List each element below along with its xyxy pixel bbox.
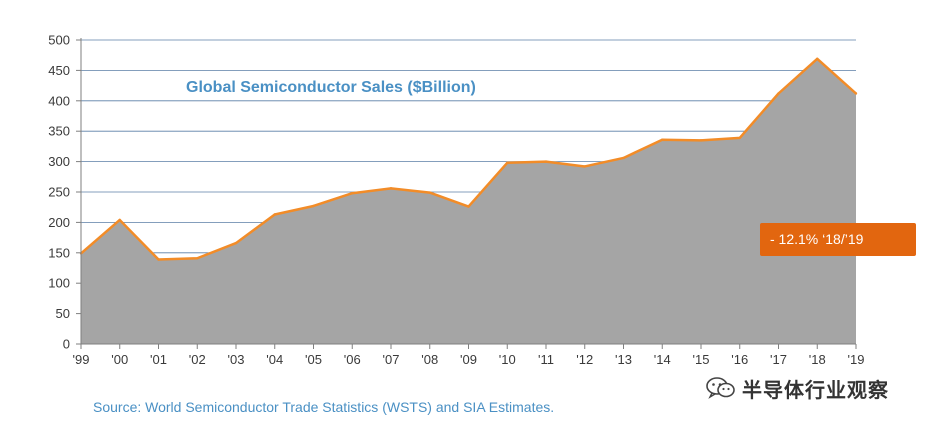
x-tick-label: '17	[770, 352, 787, 367]
x-tick-label: '18	[809, 352, 826, 367]
x-tick-label: '03	[228, 352, 245, 367]
y-tick-label: 500	[48, 33, 70, 48]
data-point	[738, 136, 741, 140]
data-point	[157, 258, 160, 261]
y-tick-label: 250	[48, 185, 70, 200]
x-tick-label: '11	[538, 352, 554, 367]
data-point	[273, 213, 276, 216]
data-point	[699, 139, 703, 142]
x-tick-label: '13	[615, 352, 632, 367]
data-point	[622, 156, 625, 160]
data-point	[351, 192, 354, 195]
x-tick-label: '04	[266, 352, 283, 367]
data-point	[661, 138, 664, 141]
y-tick-label: 350	[48, 124, 70, 139]
x-tick-label: '14	[654, 352, 671, 367]
change-annotation: - 12.1% ‘18/’19	[760, 223, 916, 256]
y-tick-label: 400	[48, 93, 70, 108]
y-tick-label: 100	[48, 276, 70, 291]
x-tick-label: '15	[693, 352, 710, 367]
source-note: Source: World Semiconductor Trade Statis…	[93, 399, 555, 415]
data-point	[428, 191, 431, 194]
x-tick-label: '19	[848, 352, 865, 367]
x-tick-label: '09	[460, 352, 477, 367]
data-point	[506, 161, 509, 165]
x-tick-label: '00	[111, 352, 128, 367]
x-tick-labels: '99 '00 '01 '02 '03 '04 '05 '06 '07 '08 '09 '10 '11 '…	[73, 352, 865, 367]
data-point	[854, 92, 858, 95]
x-tick-label: '12	[576, 352, 593, 367]
data-point	[777, 92, 780, 95]
watermark: 半导体行业观察	[706, 376, 889, 402]
chart-title: Global Semiconductor Sales ($Billion)	[186, 79, 476, 96]
x-tick-label: '99	[73, 352, 90, 367]
data-point	[118, 218, 121, 222]
axes	[76, 38, 857, 349]
data-point	[544, 160, 548, 163]
y-tick-label: 50	[56, 306, 70, 321]
x-tick-label: '01	[150, 352, 167, 367]
y-tick-label: 300	[48, 154, 70, 169]
watermark-text: 半导体行业观察	[742, 377, 889, 402]
x-tick-label: '07	[383, 352, 400, 367]
data-point	[583, 165, 586, 168]
series-area	[79, 57, 858, 345]
data-point	[467, 205, 470, 208]
data-point	[389, 187, 393, 190]
y-tick-label: 150	[48, 245, 70, 260]
x-tick-label: '16	[731, 352, 748, 367]
x-tick-label: '10	[499, 352, 516, 367]
y-tick-label: 450	[48, 63, 70, 78]
x-tick-label: '05	[305, 352, 322, 367]
data-point	[312, 204, 315, 208]
area-fill	[81, 58, 856, 345]
data-point	[234, 241, 238, 245]
data-point	[816, 57, 819, 61]
y-tick-label: 200	[48, 215, 70, 230]
y-tick-label: 0	[63, 337, 70, 352]
data-point	[196, 257, 199, 260]
x-tick-label: '08	[421, 352, 438, 367]
wechat-icon	[706, 377, 735, 399]
x-tick-label: '06	[344, 352, 361, 367]
x-tick-label: '02	[189, 352, 206, 367]
y-tick-labels: 0 50 100 150 200 250 300 350 400 450 500	[48, 33, 70, 352]
